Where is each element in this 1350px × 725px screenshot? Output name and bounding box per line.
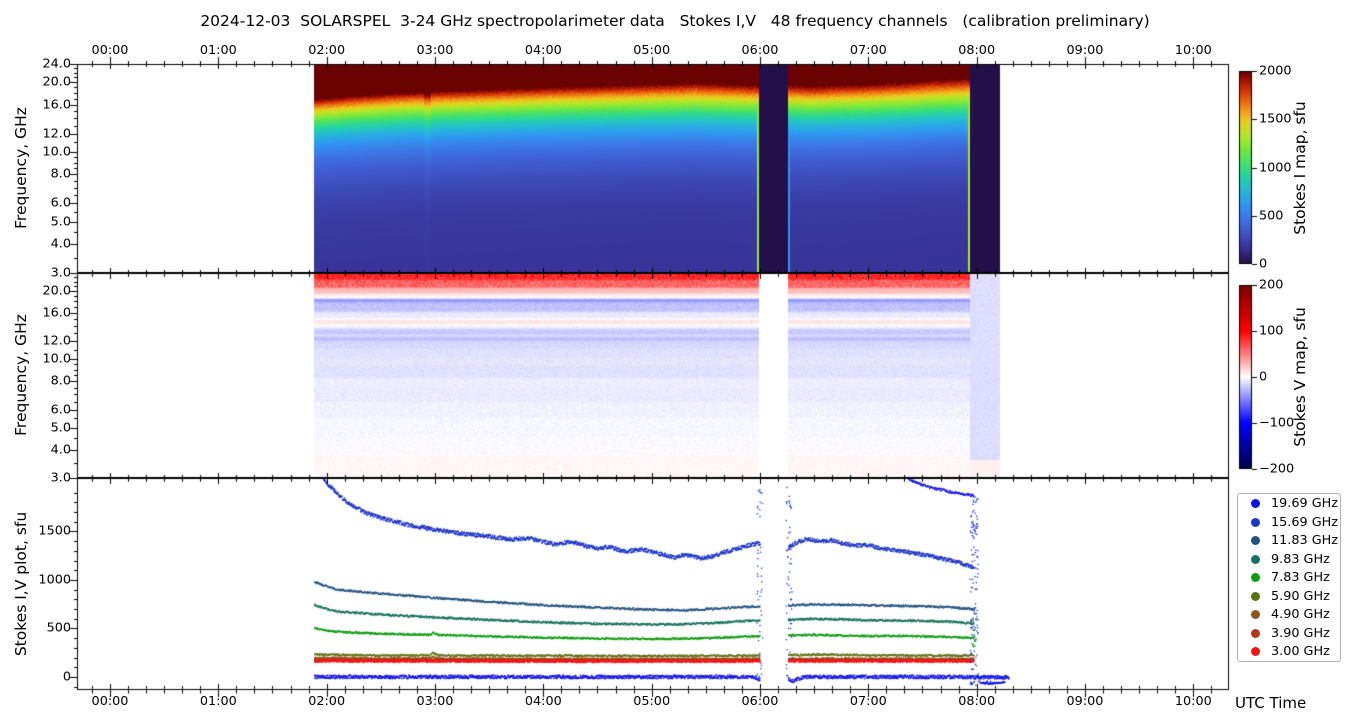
- flux-tick-label: 0: [62, 669, 71, 685]
- colorbar-i-tick-label: 2000: [1259, 63, 1292, 79]
- legend-dot-icon: [1251, 628, 1260, 638]
- time-tick-label-top: 05:00: [633, 43, 671, 58]
- legend-item: 4.90 GHz: [1238, 606, 1340, 624]
- legend-dot-icon: [1251, 536, 1260, 545]
- time-tick-label-top: 08:00: [958, 43, 996, 58]
- legend-label: 4.90 GHz: [1271, 607, 1330, 622]
- freq-tick-label: 6.0: [50, 402, 71, 418]
- utc-time-label: UTC Time: [1235, 694, 1307, 712]
- legend-label: 19.69 GHz: [1271, 496, 1338, 511]
- freq-tick-label: 16.0: [42, 97, 72, 113]
- legend-dot-icon: [1251, 647, 1260, 656]
- colorbar-v-tick-label: 200: [1259, 277, 1284, 293]
- time-tick-label-top: 02:00: [308, 43, 346, 58]
- freq-axis-label-top-panel: Frequency, GHz: [12, 107, 30, 229]
- time-tick-label-bottom: 04:00: [524, 694, 562, 709]
- legend-box: 19.69 GHz 15.69 GHz 11.83 GHz 9.83 GHz 7.83 …: [1237, 493, 1341, 662]
- time-tick-label-top: 00:00: [91, 43, 129, 58]
- freq-tick-label: 10.0: [42, 351, 72, 367]
- colorbar-v-tick-label: 100: [1259, 323, 1284, 339]
- flux-axis-label: Stokes I,V plot, sfu: [12, 511, 30, 657]
- time-tick-label-bottom: 01:00: [199, 694, 237, 709]
- legend-item: 11.83 GHz: [1238, 532, 1340, 550]
- time-tick-label-bottom: 05:00: [633, 694, 671, 709]
- time-tick-label-top: 09:00: [1066, 43, 1104, 58]
- freq-tick-label: 12.0: [42, 333, 72, 349]
- colorbar-i-tick-label: 500: [1259, 208, 1284, 224]
- legend-label: 3.90 GHz: [1271, 625, 1330, 641]
- time-tick-label-top: 01:00: [199, 43, 237, 58]
- legend-label: 3.00 GHz: [1271, 644, 1330, 659]
- time-tick-label-bottom: 08:00: [958, 694, 996, 709]
- colorbar-v-tick-label: −100: [1259, 415, 1295, 431]
- freq-tick-label: 4.0: [50, 442, 71, 458]
- legend-item: 9.83 GHz: [1238, 550, 1340, 568]
- colorbar-i-tick-label: 0: [1259, 256, 1268, 272]
- colorbar-i-tick-label: 1000: [1259, 160, 1292, 175]
- legend-item: 19.69 GHz: [1238, 495, 1340, 513]
- legend-dot-icon: [1251, 517, 1260, 527]
- legend-item: 15.69 GHz: [1238, 513, 1340, 531]
- freq-tick-label: 10.0: [42, 144, 72, 160]
- freq-tick-label: 20.0: [42, 74, 72, 90]
- freq-tick-label: 5.0: [50, 420, 71, 436]
- time-tick-label-top: 07:00: [849, 43, 887, 58]
- colorbar-v-tick-label: −200: [1259, 461, 1295, 477]
- freq-tick-label: 3.0: [50, 470, 71, 486]
- freq-tick-label: 8.0: [50, 373, 71, 389]
- freq-axis-label-mid-panel: Frequency, GHz: [12, 314, 30, 436]
- freq-tick-label: 4.0: [50, 236, 71, 252]
- legend-label: 11.83 GHz: [1271, 533, 1338, 548]
- flux-tick-label: 1500: [38, 523, 71, 539]
- freq-tick-label: 24.0: [42, 56, 72, 72]
- legend-item: 3.00 GHz: [1238, 643, 1340, 661]
- time-tick-label-bottom: 09:00: [1066, 694, 1104, 709]
- legend-item: 7.83 GHz: [1238, 569, 1340, 587]
- legend-label: 15.69 GHz: [1271, 514, 1338, 530]
- time-tick-label-bottom: 10:00: [1174, 694, 1212, 709]
- legend-label: 5.90 GHz: [1271, 588, 1330, 604]
- time-tick-label-bottom: 02:00: [308, 694, 346, 709]
- figure-title: 2024-12-03 SOLARSPEL 3-24 GHz spectropol…: [200, 12, 1150, 30]
- time-tick-label-top: 04:00: [524, 43, 562, 58]
- legend-label: 7.83 GHz: [1271, 570, 1330, 585]
- freq-tick-label: 5.0: [50, 214, 71, 230]
- freq-tick-label: 12.0: [42, 126, 72, 142]
- legend-dot-icon: [1251, 554, 1260, 564]
- time-tick-label-top: 06:00: [741, 43, 779, 58]
- flux-tick-label: 1000: [38, 572, 71, 588]
- legend-dot-icon: [1251, 499, 1260, 508]
- time-tick-label-bottom: 00:00: [91, 694, 129, 709]
- time-tick-label-bottom: 03:00: [416, 694, 454, 709]
- colorbar-i-tick-label: 1500: [1259, 111, 1292, 127]
- time-tick-label-top: 03:00: [416, 43, 454, 58]
- legend-dot-icon: [1251, 573, 1260, 582]
- freq-tick-label: 6.0: [50, 195, 71, 211]
- freq-tick-label: 20.0: [42, 283, 72, 299]
- flux-tick-label: 500: [46, 620, 71, 636]
- legend-label: 9.83 GHz: [1271, 551, 1330, 567]
- time-tick-label-top: 10:00: [1174, 43, 1212, 58]
- colorbar-v-tick-label: 0: [1259, 369, 1268, 385]
- freq-tick-label: 16.0: [42, 305, 72, 321]
- legend-dot-icon: [1251, 591, 1260, 601]
- freq-tick-label: 8.0: [50, 166, 71, 182]
- freq-tick-label: 3.0: [50, 265, 71, 281]
- legend-item: 5.90 GHz: [1238, 587, 1340, 605]
- legend-dot-icon: [1251, 610, 1260, 619]
- time-tick-label-bottom: 07:00: [849, 694, 887, 709]
- legend-item: 3.90 GHz: [1238, 624, 1340, 642]
- colorbar-i-label: Stokes I map, sfu: [1291, 101, 1309, 235]
- time-tick-label-bottom: 06:00: [741, 694, 779, 709]
